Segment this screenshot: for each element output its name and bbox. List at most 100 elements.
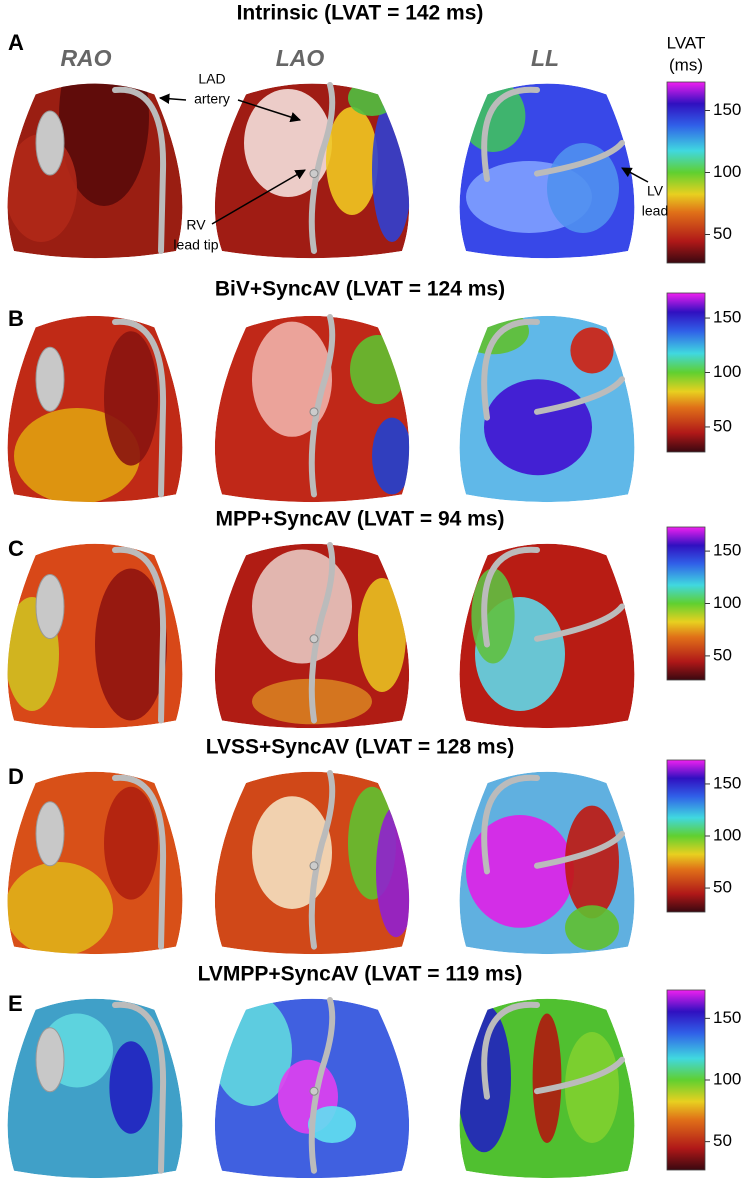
activation-region — [252, 549, 352, 664]
colorbar-tick-label: 150 — [713, 308, 741, 327]
activation-region — [244, 89, 332, 197]
arrow — [211, 169, 306, 225]
activation-region — [7, 862, 113, 955]
colorbar-tick-label: 100 — [713, 593, 741, 612]
activation-region — [471, 568, 515, 664]
lead — [112, 546, 167, 724]
colorbar — [666, 989, 706, 1171]
annotation: lead — [642, 203, 668, 219]
panel-title: MPP+SyncAV (LVAT = 94 ms) — [215, 508, 504, 531]
activation-region — [484, 379, 592, 476]
lead-coil — [35, 1027, 65, 1093]
panel-title: LVSS+SyncAV (LVAT = 128 ms) — [206, 736, 515, 759]
heart-map — [7, 998, 183, 1179]
colorbar-tick-label: 150 — [713, 1008, 741, 1027]
colorbar-tick-label: 150 — [713, 541, 741, 560]
lead — [308, 314, 336, 498]
annotation: LAD — [198, 71, 225, 87]
activation-region — [466, 815, 574, 928]
colorbar-tick-label: 50 — [713, 416, 732, 435]
lead-tip — [309, 634, 319, 644]
activation-region — [372, 417, 410, 495]
lead-tip — [309, 169, 319, 179]
arrow — [158, 93, 187, 104]
panel-letter: B — [8, 306, 24, 331]
lead-tip — [309, 407, 319, 417]
colorbar-title: (ms) — [669, 55, 703, 74]
activation-region — [565, 905, 619, 951]
colorbar — [666, 526, 706, 681]
colorbar-tick-label: 50 — [713, 224, 732, 243]
colorbar-tick-label: 100 — [713, 1069, 741, 1088]
lead — [308, 997, 336, 1174]
colorbar-title: LVAT — [667, 33, 706, 52]
panel-title: BiV+SyncAV (LVAT = 124 ms) — [215, 278, 505, 301]
activation-region — [109, 1041, 153, 1134]
panel-title: Intrinsic (LVAT = 142 ms) — [237, 2, 484, 25]
lead — [112, 86, 167, 254]
view-label: LAO — [276, 45, 325, 71]
panel-title: LVMPP+SyncAV (LVAT = 119 ms) — [198, 963, 523, 986]
lead — [308, 82, 336, 254]
activation-region — [372, 98, 410, 242]
heart-map — [7, 83, 183, 259]
annotation: RV — [186, 217, 206, 233]
panel-letter: D — [8, 764, 24, 789]
activation-region — [358, 578, 406, 692]
colorbar-tick-label: 100 — [713, 362, 741, 381]
lead-coil — [35, 574, 65, 639]
activation-region — [570, 327, 614, 374]
lead — [308, 770, 336, 950]
colorbar-tick-label: 50 — [713, 645, 732, 664]
colorbar — [666, 81, 706, 264]
annotation: LV — [647, 183, 664, 199]
activation-region — [95, 568, 167, 721]
arrow — [237, 99, 301, 123]
activation-region — [59, 83, 149, 206]
activation-region — [308, 1106, 356, 1143]
lead — [112, 318, 167, 498]
colorbar-tick-label: 100 — [713, 825, 741, 844]
heart-map — [7, 771, 183, 955]
lead-coil — [35, 801, 65, 867]
annotation: lead tip — [173, 237, 218, 253]
view-label: RAO — [60, 45, 111, 71]
activation-region — [350, 335, 406, 405]
colorbar-tick-label: 150 — [713, 100, 741, 119]
colorbar-tick-label: 50 — [713, 1131, 732, 1150]
lead — [481, 86, 625, 182]
colorbar-tick-label: 50 — [713, 878, 732, 897]
lead — [481, 1001, 625, 1100]
lead-tip — [309, 861, 319, 871]
activation-region — [104, 786, 158, 900]
activation-region — [104, 331, 158, 466]
activation-region — [565, 805, 619, 919]
activation-region — [565, 1032, 619, 1143]
colorbar-tick-label: 100 — [713, 162, 741, 181]
lead — [112, 1001, 167, 1174]
annotation: artery — [194, 91, 230, 107]
activation-region — [326, 107, 378, 215]
view-label: LL — [531, 45, 559, 71]
lead-coil — [35, 346, 65, 412]
lead — [481, 318, 625, 421]
panel-letter: A — [8, 30, 24, 55]
lead — [481, 774, 625, 875]
panel-letter: C — [8, 536, 24, 561]
lead-tip — [309, 1086, 319, 1096]
lead — [112, 774, 167, 950]
colorbar-tick-label: 150 — [713, 773, 741, 792]
panel-letter: E — [8, 991, 23, 1016]
arrow — [621, 167, 649, 183]
colorbar — [666, 759, 706, 913]
lead — [481, 546, 625, 648]
heart-map — [7, 543, 183, 729]
colorbar — [666, 292, 706, 453]
activation-region — [348, 83, 396, 116]
lead — [308, 542, 336, 724]
activation-region — [252, 321, 332, 437]
activation-region — [532, 1013, 562, 1143]
lead-coil — [35, 110, 65, 176]
heart-map — [7, 315, 183, 503]
